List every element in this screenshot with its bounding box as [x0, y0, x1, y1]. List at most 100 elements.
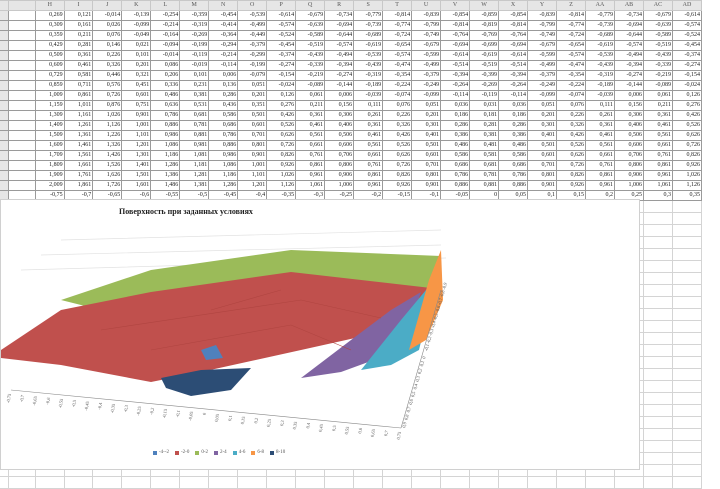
cell[interactable]: 0,859 [34, 80, 65, 91]
column-header[interactable] [8, 0, 36, 11]
cell[interactable]: -0,374 [266, 50, 297, 61]
cell[interactable] [642, 392, 673, 405]
cell[interactable]: 0,076 [382, 100, 413, 111]
cell[interactable]: -0,599 [527, 50, 558, 61]
cell[interactable]: 0,686 [208, 120, 239, 131]
cell[interactable]: -0,414 [208, 20, 239, 31]
cell[interactable]: -0,514 [498, 60, 529, 71]
cell[interactable]: -0,154 [266, 70, 297, 81]
cell[interactable]: 0,446 [92, 70, 123, 81]
cell[interactable]: 0,386 [498, 130, 529, 141]
cell[interactable]: -0,039 [353, 90, 384, 101]
column-header[interactable]: H [34, 0, 65, 11]
cell[interactable]: -0,694 [440, 40, 471, 51]
cell[interactable]: 0,586 [208, 110, 239, 121]
cell[interactable]: -0,644 [614, 30, 644, 41]
column-header[interactable]: T [382, 0, 413, 11]
column-header[interactable]: AC [642, 0, 673, 11]
cell[interactable]: -0,799 [527, 20, 558, 31]
cell[interactable]: -0,574 [382, 50, 413, 61]
cell[interactable]: 0,561 [295, 130, 326, 141]
cell[interactable]: 0,706 [324, 150, 355, 161]
cell[interactable] [382, 476, 413, 489]
cell[interactable]: -0,499 [237, 20, 268, 31]
cell[interactable]: 0,426 [266, 110, 297, 121]
cell[interactable]: 0,306 [324, 110, 355, 121]
cell[interactable]: -0,254 [150, 10, 181, 21]
cell[interactable] [671, 224, 703, 237]
cell[interactable]: -0,574 [266, 20, 297, 31]
cell[interactable]: 0,861 [585, 170, 615, 181]
cell[interactable]: 0,486 [498, 140, 529, 151]
cell[interactable] [179, 476, 210, 489]
cell[interactable]: 0,261 [353, 110, 384, 121]
cell[interactable]: 1,061 [642, 180, 673, 191]
cell[interactable]: -0,679 [295, 10, 326, 21]
cell[interactable]: 0,031 [469, 100, 500, 111]
column-header[interactable]: Q [295, 0, 326, 11]
cell[interactable]: 0,876 [92, 100, 123, 111]
cell[interactable]: 1,509 [34, 130, 65, 141]
cell[interactable]: -0,599 [411, 50, 442, 61]
cell[interactable]: -0,264 [498, 80, 529, 91]
cell[interactable]: 0,051 [527, 100, 558, 111]
cell[interactable] [121, 476, 152, 489]
cell[interactable]: -0,499 [411, 60, 442, 71]
cell[interactable]: -0,774 [382, 20, 413, 31]
cell[interactable]: 0,561 [585, 140, 615, 151]
cell[interactable]: 1,526 [92, 160, 123, 171]
cell[interactable]: 0,051 [237, 80, 268, 91]
cell[interactable] [671, 440, 703, 453]
cell[interactable]: -0,439 [353, 60, 384, 71]
cell[interactable]: -0,274 [671, 60, 703, 71]
cell[interactable]: -0,694 [498, 40, 529, 51]
cell[interactable]: -0,439 [642, 50, 673, 61]
cell[interactable]: 0,101 [179, 70, 210, 81]
cell[interactable]: -0,394 [324, 60, 355, 71]
cell[interactable]: 0,561 [353, 140, 384, 151]
cell[interactable]: 0,926 [382, 180, 413, 191]
cell[interactable] [642, 308, 673, 321]
cell[interactable]: 0,451 [121, 80, 152, 91]
cell[interactable]: -0,749 [527, 30, 558, 41]
cell[interactable]: -0,699 [469, 40, 500, 51]
cell[interactable]: 1,001 [237, 160, 268, 171]
cell[interactable]: 0,406 [324, 120, 355, 131]
cell[interactable]: -0,454 [266, 40, 297, 51]
row-header[interactable] [0, 70, 10, 81]
cell[interactable]: 0,586 [498, 150, 529, 161]
cell[interactable]: 0,381 [469, 130, 500, 141]
cell[interactable] [671, 416, 703, 429]
cell[interactable] [295, 476, 326, 489]
cell[interactable]: 0,826 [382, 170, 413, 181]
cell[interactable]: 1,301 [121, 150, 152, 161]
cell[interactable]: 0,901 [527, 180, 558, 191]
cell[interactable]: -0,154 [671, 70, 703, 81]
cell[interactable]: 0,181 [469, 110, 500, 121]
cell[interactable]: -0,224 [382, 80, 413, 91]
cell[interactable]: 0,361 [63, 50, 94, 61]
cell[interactable]: 1,001 [121, 120, 152, 131]
cell[interactable]: -0,224 [556, 80, 587, 91]
cell[interactable] [642, 236, 673, 249]
cell[interactable] [671, 248, 703, 261]
cell[interactable]: 0,276 [671, 100, 703, 111]
cell[interactable] [642, 440, 673, 453]
cell[interactable]: -0,394 [614, 60, 644, 71]
cell[interactable]: -0,739 [353, 20, 384, 31]
cell[interactable]: 0,881 [469, 180, 500, 191]
cell[interactable]: 0,926 [671, 160, 703, 171]
cell[interactable]: -0,274 [266, 60, 297, 71]
cell[interactable]: 1,401 [121, 160, 152, 171]
cell[interactable] [671, 308, 703, 321]
cell[interactable]: 0,761 [353, 160, 384, 171]
cell[interactable]: 0,886 [150, 120, 181, 131]
cell[interactable] [642, 332, 673, 345]
cell[interactable]: 0,036 [440, 100, 471, 111]
cell[interactable] [642, 284, 673, 297]
cell[interactable]: 1,361 [63, 130, 94, 141]
cell[interactable]: 0,036 [498, 100, 529, 111]
cell[interactable]: -0,249 [527, 80, 558, 91]
cell[interactable]: 0,326 [556, 120, 587, 131]
cell[interactable]: 0,801 [527, 170, 558, 181]
